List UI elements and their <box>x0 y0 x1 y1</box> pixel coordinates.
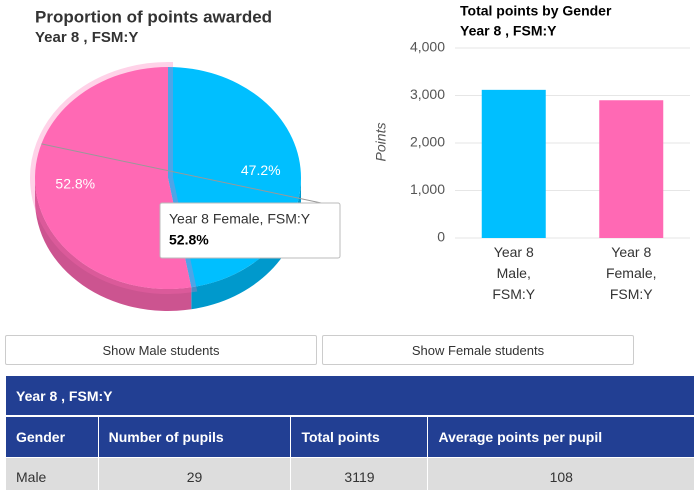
bar <box>481 89 546 238</box>
slice <box>30 61 198 294</box>
tooltip-box <box>159 202 341 259</box>
table-cell: 108 <box>427 457 695 490</box>
pie-title: Proportion of points awarded <box>35 7 272 26</box>
charts: Proportion of points awarded Year 8 , FS… <box>30 3 690 312</box>
y-tick-label: 3,000 <box>410 86 445 102</box>
slice-side <box>35 178 192 312</box>
bar-subtitle: Year 8 , FSM:Y <box>460 23 557 39</box>
pie-subtitle: Year 8 , FSM:Y <box>35 29 138 46</box>
show-female-button[interactable]: Show Female students <box>322 335 634 365</box>
y-tick-label: 0 <box>437 229 445 245</box>
table-cell: 3119 <box>290 457 429 490</box>
x-tick-label: Year 8 Male, FSM:Y <box>492 244 536 302</box>
tooltip-value: 52.8% <box>169 232 209 248</box>
tooltip-pointer <box>41 143 327 205</box>
y-tick-label: 1,000 <box>410 181 445 197</box>
tooltip-label: Year 8 Female, FSM:Y <box>169 211 311 227</box>
table-header: Total points <box>290 415 429 458</box>
bar-title: Total points by Gender <box>460 3 612 19</box>
summary-table: Year 8 , FSM:Y Gender Number of pupils Tot… <box>5 375 695 490</box>
y-axis-title: Points <box>373 123 389 162</box>
slice-label: 47.2% <box>241 162 281 178</box>
y-tick-label: 4,000 <box>410 39 445 55</box>
table-header: Average points per pupil <box>427 415 695 458</box>
table-header: Gender <box>5 415 99 458</box>
x-tick-label: Year 8 Female, FSM:Y <box>605 244 657 302</box>
bar <box>599 100 664 238</box>
slice-label: 52.8% <box>55 176 95 192</box>
show-male-button[interactable]: Show Male students <box>5 335 317 365</box>
y-tick-label: 2,000 <box>410 134 445 150</box>
table-title: Year 8 , FSM:Y <box>5 375 695 417</box>
table-header: Number of pupils <box>97 415 292 458</box>
table-cell: 29 <box>97 457 292 490</box>
table-cell: Male <box>5 457 99 490</box>
